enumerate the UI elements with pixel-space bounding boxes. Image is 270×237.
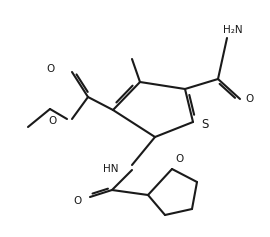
- Text: O: O: [47, 64, 55, 74]
- Text: H₂N: H₂N: [223, 25, 243, 35]
- Text: O: O: [74, 196, 82, 206]
- Text: HN: HN: [103, 164, 118, 174]
- Text: O: O: [49, 116, 57, 126]
- Text: S: S: [201, 118, 208, 131]
- Text: O: O: [175, 154, 183, 164]
- Text: O: O: [245, 94, 253, 104]
